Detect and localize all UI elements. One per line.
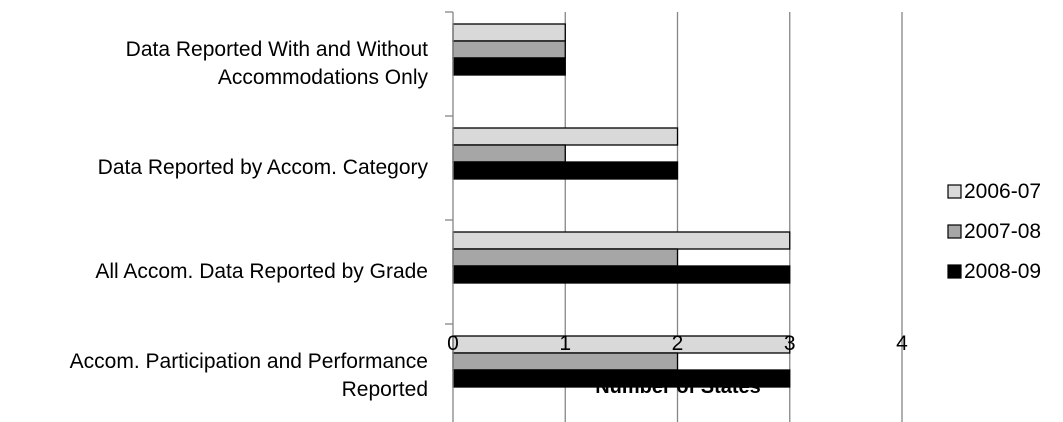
category-label: Data Reported by Accom. Category bbox=[98, 156, 429, 179]
bars bbox=[452, 23, 791, 388]
x-tick-label: 2 bbox=[672, 332, 684, 355]
x-tick-label: 4 bbox=[896, 332, 908, 355]
legend: 2006-07 2007-08 2008-09 bbox=[947, 180, 1041, 283]
legend-label: 2008-09 bbox=[964, 260, 1041, 283]
x-tick-labels: 0 1 2 3 4 bbox=[447, 332, 908, 355]
bar-2008-09-cat-2 bbox=[452, 161, 679, 180]
bar-2008-09-cat-1 bbox=[452, 57, 566, 76]
x-axis-title: Number of States bbox=[595, 376, 761, 398]
category-label-line: Data Reported With and Without bbox=[126, 38, 428, 61]
bar-2006-07-cat-4 bbox=[452, 335, 791, 354]
x-tick-label: 3 bbox=[784, 332, 796, 355]
category-label-line: Accommodations Only bbox=[218, 66, 429, 89]
category-label-line: Reported bbox=[342, 378, 428, 401]
bar-2008-09-cat-3 bbox=[452, 265, 791, 284]
category-label-line: All Accom. Data Reported by Grade bbox=[95, 260, 428, 283]
legend-label: 2006-07 bbox=[964, 180, 1041, 203]
bar-2007-08-cat-3 bbox=[452, 248, 679, 267]
legend-swatch bbox=[947, 264, 962, 279]
axes bbox=[445, 11, 454, 422]
bar-2006-07-cat-1 bbox=[452, 23, 566, 42]
category-label: Data Reported With and Without Accommodat… bbox=[126, 38, 429, 89]
x-tick-label: 1 bbox=[559, 332, 571, 355]
bar-2007-08-cat-4 bbox=[452, 352, 679, 371]
legend-swatch bbox=[947, 224, 962, 239]
bar-2006-07-cat-2 bbox=[452, 127, 679, 146]
bar-2007-08-cat-1 bbox=[452, 40, 566, 59]
legend-swatch bbox=[947, 184, 962, 199]
category-label-line: Accom. Participation and Performance bbox=[70, 350, 428, 373]
category-label-line: Data Reported by Accom. Category bbox=[98, 156, 429, 179]
category-label: All Accom. Data Reported by Grade bbox=[95, 260, 428, 283]
legend-label: 2007-08 bbox=[964, 220, 1041, 243]
bar-2006-07-cat-3 bbox=[452, 231, 791, 250]
category-label: Accom. Participation and Performance Repo… bbox=[70, 350, 428, 401]
bar-2007-08-cat-2 bbox=[452, 144, 566, 163]
x-tick-label: 0 bbox=[447, 332, 459, 355]
category-labels: Data Reported With and Without Accommodat… bbox=[70, 38, 429, 401]
